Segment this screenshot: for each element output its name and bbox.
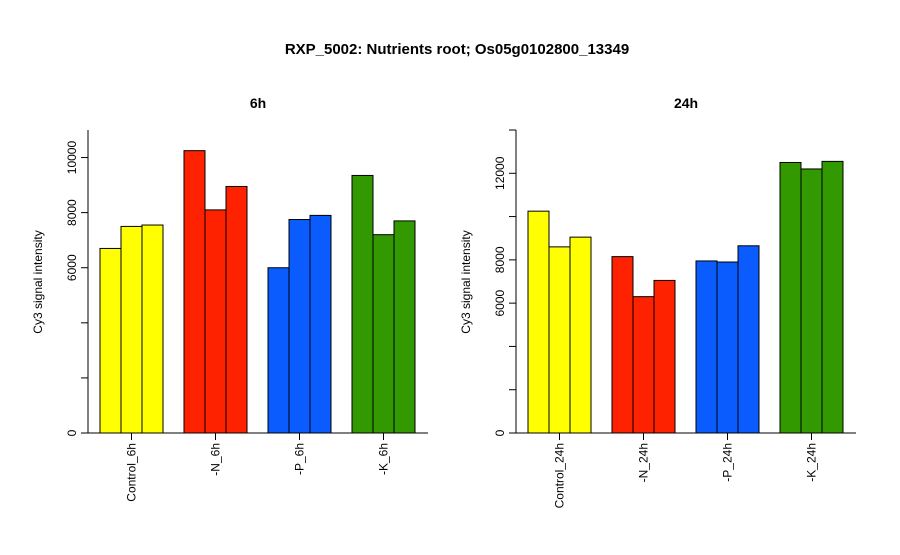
bar — [372, 234, 395, 434]
bar — [695, 260, 718, 434]
y-tick-label: 8000 — [493, 246, 507, 273]
bar — [779, 161, 802, 434]
bar — [653, 279, 676, 434]
x-tick-label: -K_6h — [377, 443, 391, 475]
x-tick-label: -P_24h — [721, 443, 735, 482]
bar — [225, 185, 248, 434]
bar — [204, 209, 227, 434]
x-tick-label: -K_24h — [805, 443, 819, 482]
y-tick-label: 0 — [493, 429, 507, 436]
x-tick-label: Control_24h — [553, 443, 567, 508]
y-tick-label: 10000 — [65, 141, 79, 175]
bar — [737, 245, 760, 434]
bar — [632, 296, 655, 434]
bar — [351, 174, 374, 434]
y-tick-label: 6000 — [65, 254, 79, 281]
bar-group: Control_6h -N_6h -P_6h -K_6h — [99, 150, 416, 502]
y-tick-label: 8000 — [65, 199, 79, 226]
chart-main-title: RXP_5002: Nutrients root; Os05g0102800_1… — [285, 41, 629, 58]
bar — [141, 224, 164, 434]
bar — [267, 267, 290, 434]
bar — [183, 150, 206, 434]
bar-group: Control_24h -N_24h -P_24h -K_24h — [527, 160, 844, 508]
y-axis-label: Cy3 signal intensity — [459, 230, 473, 333]
x-tick-label: -P_6h — [293, 443, 307, 475]
axes: 0 6000 8000 12000 — [493, 129, 856, 440]
panel-title: 6h — [250, 95, 266, 111]
bar — [821, 160, 844, 434]
bar — [548, 246, 571, 434]
x-tick-label: -N_24h — [637, 443, 651, 482]
bar — [569, 236, 592, 434]
y-tick-label: 6000 — [493, 289, 507, 316]
x-tick-label: -N_6h — [209, 443, 223, 476]
axes: 0 6000 8000 10000 — [65, 130, 428, 440]
chart-panel-6h: 6h Cy3 signal intensity Control_6h -N_6h -… — [31, 95, 428, 502]
y-tick-label: 0 — [65, 429, 79, 436]
bar — [611, 256, 634, 434]
panel-title: 24h — [674, 95, 698, 111]
x-tick-label: Control_6h — [125, 443, 139, 502]
bar — [99, 247, 122, 434]
y-tick-label: 12000 — [493, 156, 507, 190]
bar — [120, 225, 143, 434]
bar — [800, 168, 823, 434]
bar — [309, 214, 332, 434]
y-axis-label: Cy3 signal intensity — [31, 230, 45, 333]
bar — [288, 219, 311, 434]
bar — [393, 220, 416, 434]
chart-panel-24h: 24h Cy3 signal intensity Control_24h -N_2… — [459, 95, 856, 508]
bar — [527, 210, 550, 434]
bar — [716, 261, 739, 434]
